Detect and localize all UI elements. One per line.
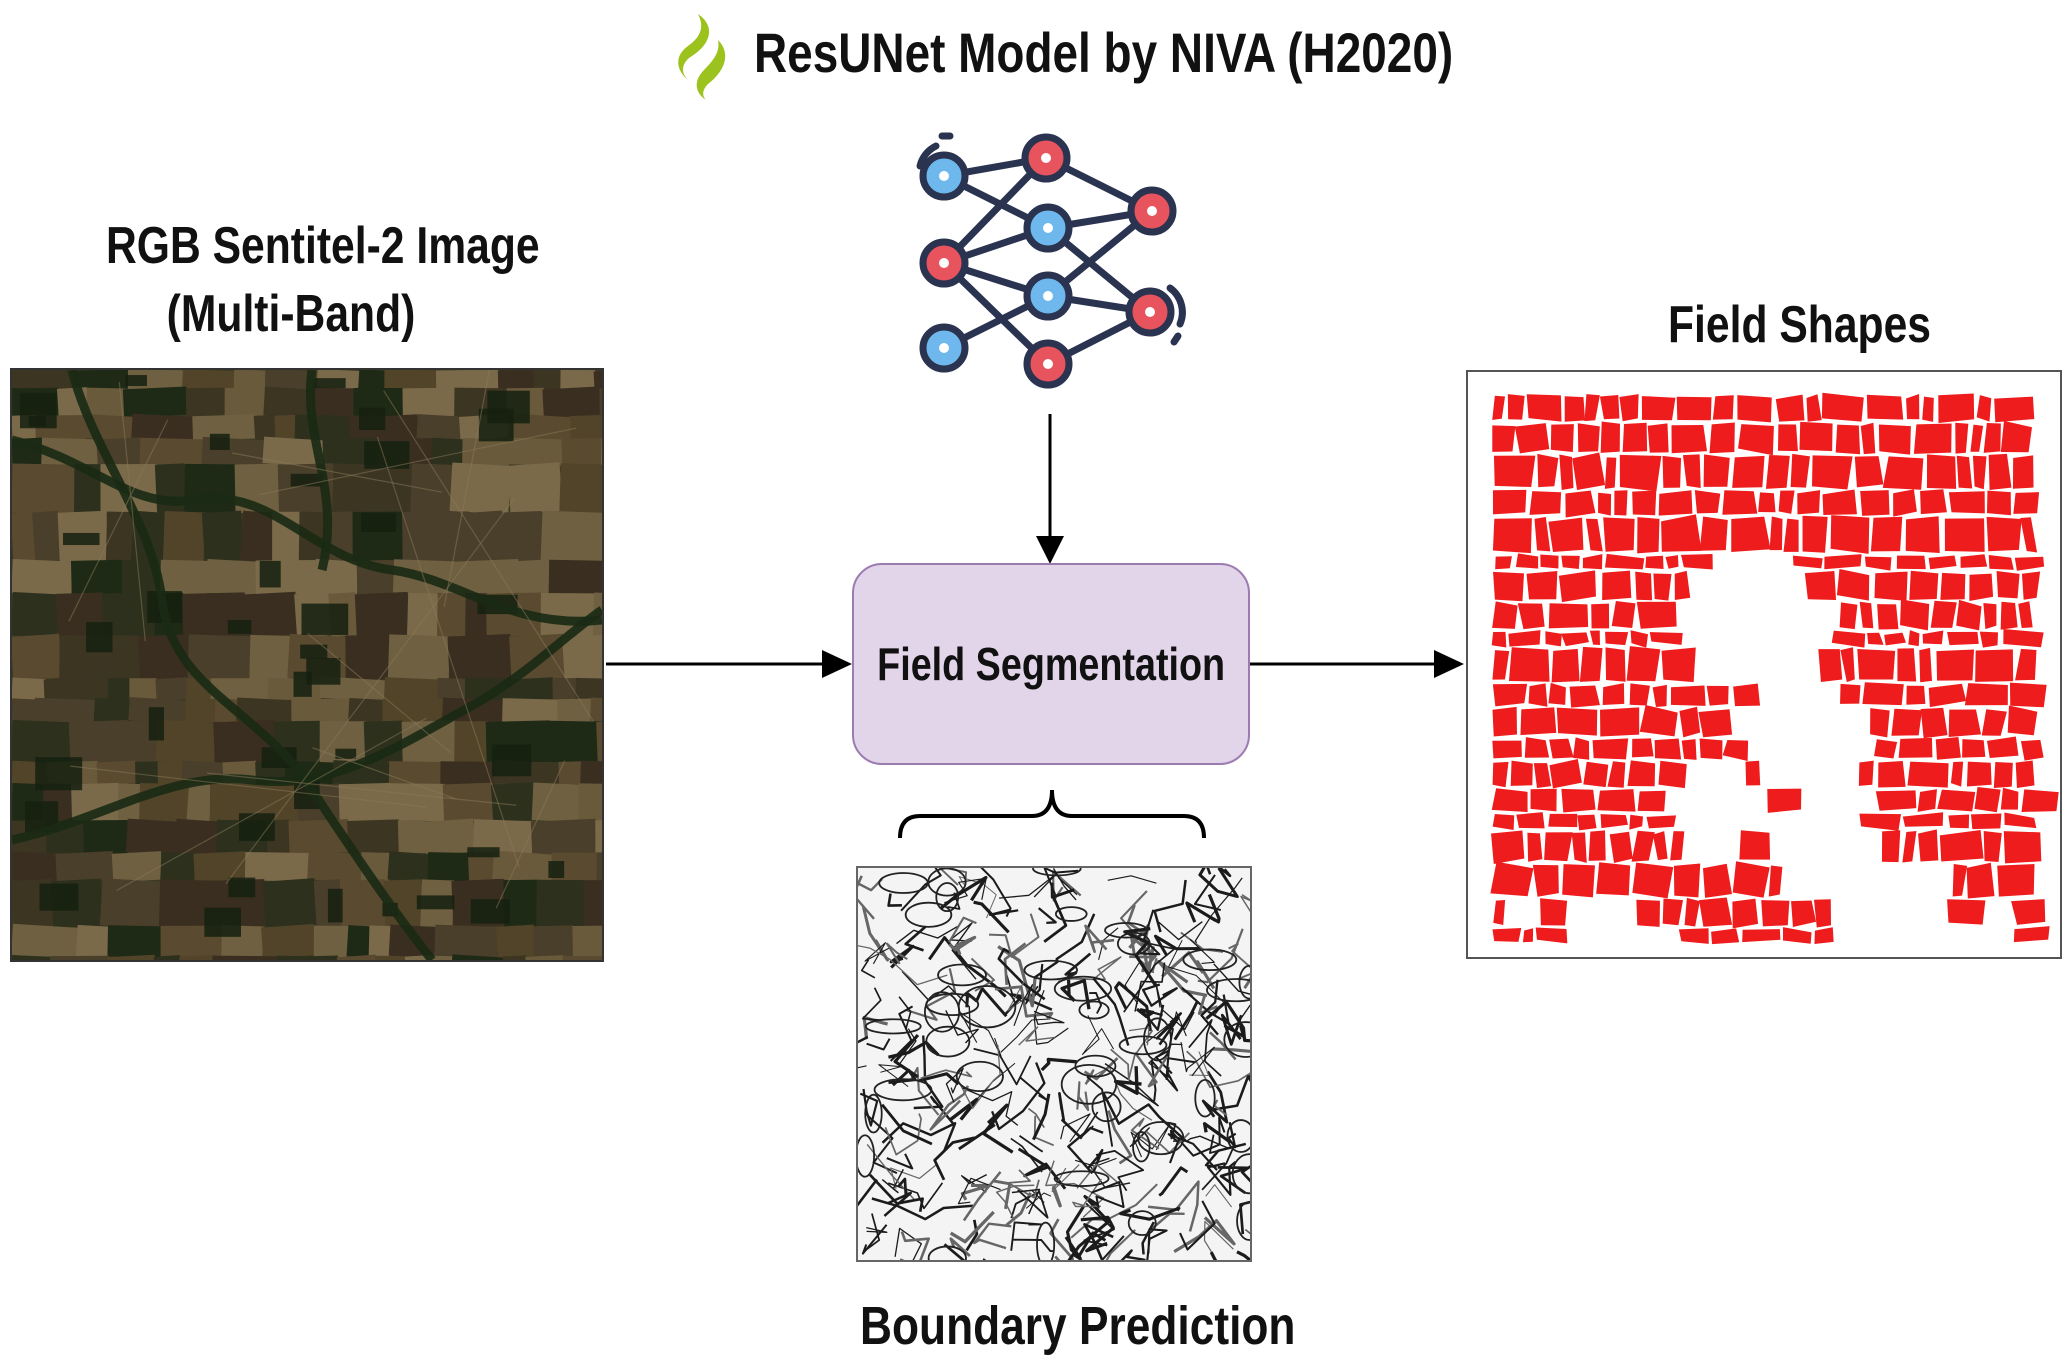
field-shapes-title: Field Shapes	[1668, 296, 1932, 354]
satellite-image	[10, 368, 604, 962]
arrow-input-to-segmentation	[606, 644, 852, 684]
input-title: RGB Sentitel-2 Image (Multi-Band)	[106, 212, 540, 348]
curly-brace	[896, 786, 1208, 840]
field-shapes-image	[1466, 370, 2062, 959]
arrow-segmentation-to-output	[1248, 644, 1464, 684]
boundary-prediction-title: Boundary Prediction	[860, 1296, 1296, 1356]
arrow-down	[1030, 412, 1070, 564]
field-segmentation-box: Field Segmentation	[852, 563, 1250, 765]
main-title: ResUNet Model by NIVA (H2020)	[754, 21, 1454, 84]
field-segmentation-label: Field Segmentation	[877, 638, 1225, 690]
input-title-line1: RGB Sentitel-2 Image	[106, 217, 540, 275]
niva-logo-icon	[668, 10, 738, 102]
boundary-prediction-image	[856, 866, 1252, 1262]
neural-network-icon	[898, 128, 1198, 398]
input-title-line2: (Multi-Band)	[166, 285, 416, 343]
